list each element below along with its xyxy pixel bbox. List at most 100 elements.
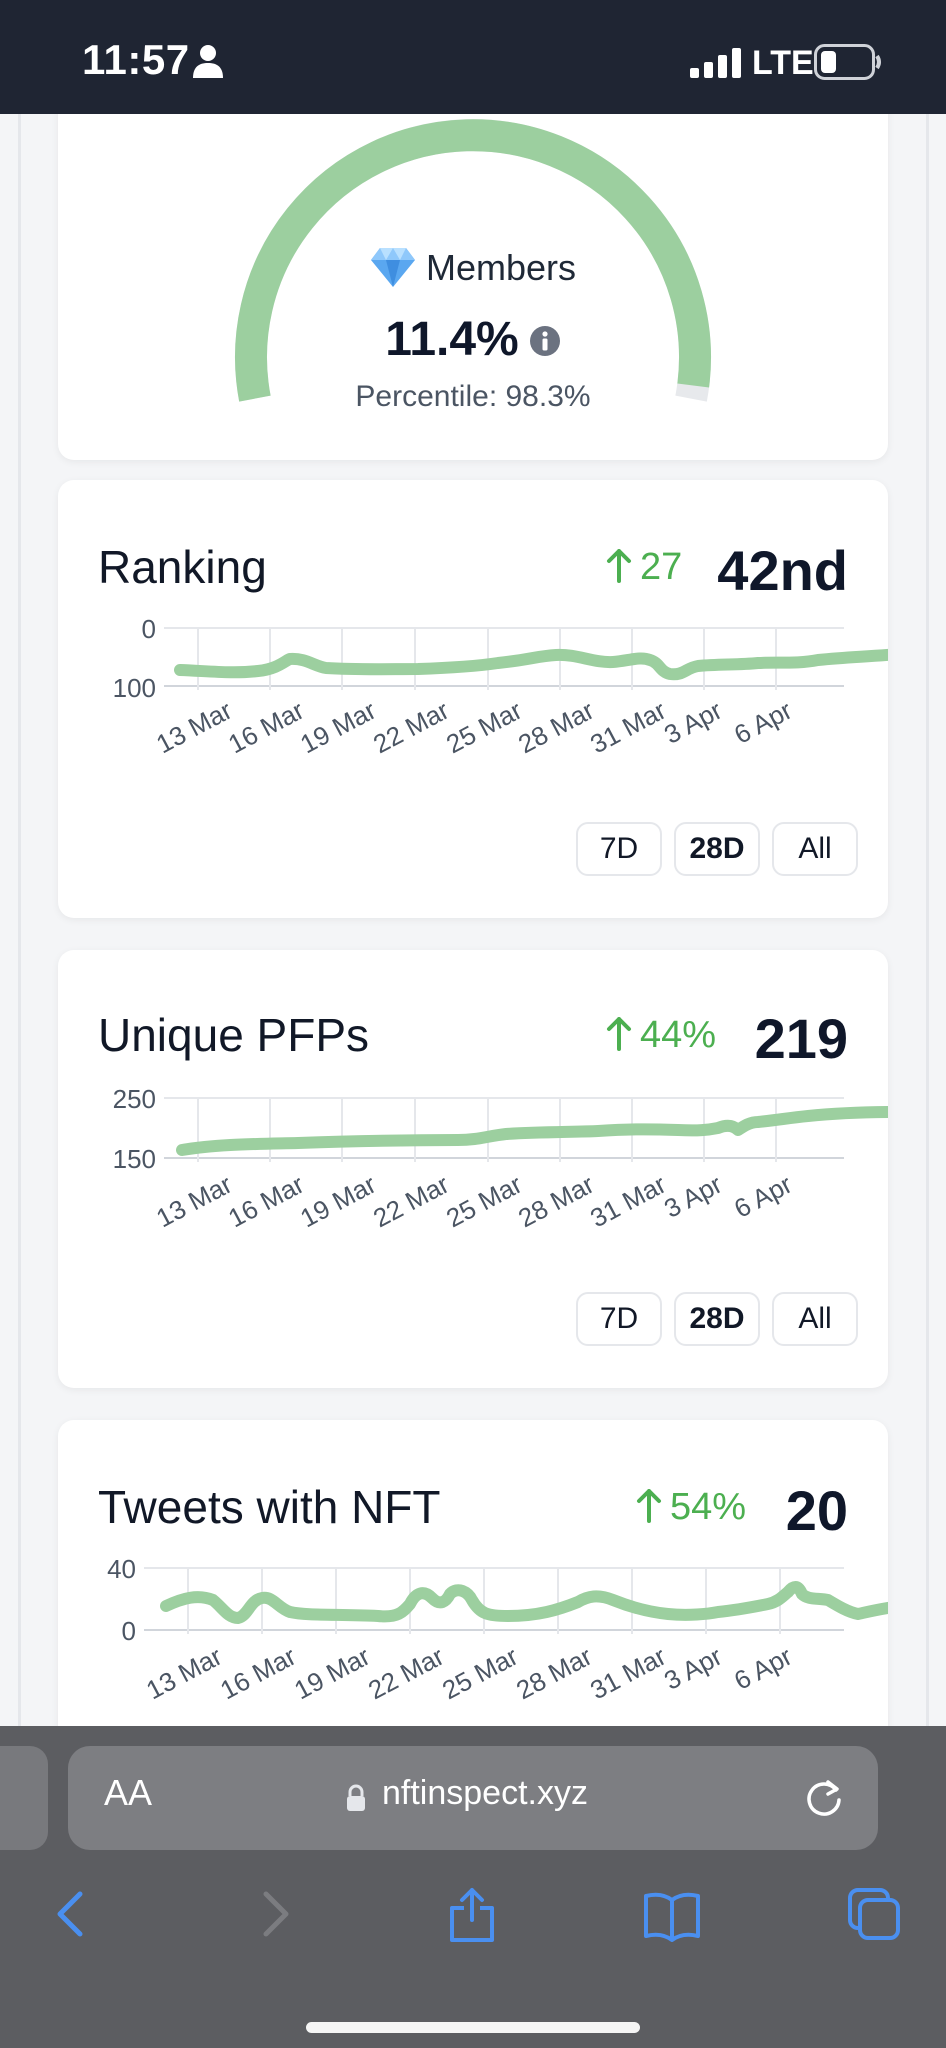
x-tick: 31 Mar xyxy=(585,1641,671,1706)
x-tick: 22 Mar xyxy=(368,695,454,760)
tweets-with-nft-chart: 40 0 13 Mar 16 Mar 19 Mar 22 Mar xyxy=(107,1556,888,1706)
unique-pfps-chart: 250 150 13 Mar 16 Mar 19 Mar 22 Mar xyxy=(113,1086,888,1234)
home-indicator[interactable] xyxy=(306,2022,640,2033)
x-tick: 31 Mar xyxy=(585,695,671,760)
network-type: LTE xyxy=(752,44,814,82)
gauge-label: Members xyxy=(425,247,577,288)
arrow-up-icon xyxy=(607,1017,631,1051)
ranking-chart: 0 100 13 Mar 16 Mar 19 Mar 22 Mar xyxy=(113,616,888,760)
diamond-icon xyxy=(370,248,415,287)
x-tick-labels: 13 Mar 16 Mar 19 Mar 22 Mar 25 Mar 28 Ma… xyxy=(151,695,797,760)
range-all-button[interactable]: All xyxy=(772,822,858,876)
x-tick: 6 Apr xyxy=(729,695,797,750)
forward-icon[interactable] xyxy=(246,1886,302,1942)
x-tick: 25 Mar xyxy=(437,1641,523,1706)
metric-change: 54% xyxy=(636,1486,746,1529)
arrow-up-icon xyxy=(607,549,631,583)
members-value: 11.4% xyxy=(385,313,519,366)
x-tick: 3 Apr xyxy=(659,1169,727,1224)
unique-pfps-series-line xyxy=(176,1106,888,1156)
unique-pfps-card: Unique PFPs 44% 219 250 150 xyxy=(58,950,888,1388)
metric-change-value: 27 xyxy=(640,546,683,588)
y-tick: 0 xyxy=(142,616,156,644)
bookmarks-icon[interactable] xyxy=(644,1886,700,1942)
gauge-value-row: 11.4% xyxy=(58,312,888,367)
x-tick: 13 Mar xyxy=(151,1169,237,1234)
x-tick: 28 Mar xyxy=(513,1169,599,1234)
grid-lines xyxy=(164,627,844,690)
gauge-label-row: Members xyxy=(58,246,888,289)
x-tick: 25 Mar xyxy=(441,1169,527,1234)
tweets-with-nft-card: Tweets with NFT 54% 20 40 0 xyxy=(58,1420,888,1726)
range-28d-button[interactable]: 28D xyxy=(674,822,760,876)
x-tick: 22 Mar xyxy=(368,1169,454,1234)
previous-tab-preview[interactable] xyxy=(0,1746,48,1850)
reload-icon[interactable] xyxy=(802,1776,846,1820)
x-tick: 28 Mar xyxy=(511,1641,597,1706)
metric-value: 219 xyxy=(754,1007,848,1070)
x-tick: 19 Mar xyxy=(295,695,381,760)
metric-value: 42nd xyxy=(717,539,848,602)
y-tick: 100 xyxy=(113,673,156,703)
url-text[interactable]: nftinspect.xyz xyxy=(382,1774,588,1812)
metric-change: 27 xyxy=(606,546,682,589)
y-tick: 0 xyxy=(122,1616,136,1646)
x-tick: 13 Mar xyxy=(151,695,237,760)
signal-icon xyxy=(690,48,741,78)
browser-bar: AA nftinspect.xyz xyxy=(0,1726,946,2048)
x-tick: 6 Apr xyxy=(729,1169,797,1224)
arrow-up-icon xyxy=(637,1489,661,1523)
range-all-button[interactable]: All xyxy=(772,1292,858,1346)
metric-title: Unique PFPs xyxy=(98,1009,370,1061)
range-7d-button[interactable]: 7D xyxy=(576,1292,662,1346)
address-bar[interactable] xyxy=(68,1746,878,1850)
metric-change-value: 54% xyxy=(670,1486,747,1528)
x-tick: 31 Mar xyxy=(585,1169,671,1234)
x-tick-labels: 13 Mar 16 Mar 19 Mar 22 Mar 25 Mar 28 Ma… xyxy=(151,1169,797,1234)
x-tick: 19 Mar xyxy=(289,1641,375,1706)
metric-title: Tweets with NFT xyxy=(98,1481,441,1533)
y-tick: 150 xyxy=(113,1144,156,1174)
x-tick: 13 Mar xyxy=(141,1641,227,1706)
tweets-series-line xyxy=(160,1581,888,1624)
x-tick: 16 Mar xyxy=(215,1641,301,1706)
x-tick: 16 Mar xyxy=(223,1169,309,1234)
gauge-fill xyxy=(235,119,711,402)
battery-icon xyxy=(814,44,881,80)
tabs-icon[interactable] xyxy=(846,1886,902,1942)
info-icon[interactable] xyxy=(529,325,561,357)
metric-title: Ranking xyxy=(98,541,267,593)
share-icon[interactable] xyxy=(444,1886,500,1942)
x-tick-labels: 13 Mar 16 Mar 19 Mar 22 Mar 25 Mar 28 Ma… xyxy=(141,1641,797,1706)
text-size-label: AA xyxy=(104,1772,153,1813)
x-tick: 28 Mar xyxy=(513,695,599,760)
x-tick: 3 Apr xyxy=(659,695,727,750)
range-28d-button[interactable]: 28D xyxy=(674,1292,760,1346)
y-tick: 40 xyxy=(107,1556,136,1584)
scroll-rail-right xyxy=(926,114,929,1726)
page-content: Members 11.4% Percentile: 98.3% Ranking … xyxy=(0,114,946,1726)
x-tick: 6 Apr xyxy=(729,1641,797,1696)
range-7d-button[interactable]: 7D xyxy=(576,822,662,876)
ranking-card: Ranking 27 42nd 0 100 13 Mar xyxy=(58,480,888,918)
lock-icon xyxy=(347,1784,365,1811)
metric-value: 20 xyxy=(785,1479,848,1542)
scroll-rail-left xyxy=(18,114,21,1726)
status-bar: 11:57 LTE xyxy=(0,0,946,114)
members-gauge xyxy=(235,119,711,402)
x-tick: 25 Mar xyxy=(441,695,527,760)
x-tick: 3 Apr xyxy=(659,1641,727,1696)
percentile-text: Percentile: 98.3% xyxy=(355,380,591,413)
status-time: 11:57 xyxy=(82,36,190,83)
ranking-series-line xyxy=(174,648,888,681)
x-tick: 22 Mar xyxy=(363,1641,449,1706)
x-tick: 19 Mar xyxy=(295,1169,381,1234)
members-gauge-card: Members 11.4% Percentile: 98.3% xyxy=(58,114,888,460)
y-tick: 250 xyxy=(113,1086,156,1114)
metric-change: 44% xyxy=(606,1014,716,1057)
text-size-button[interactable]: AA xyxy=(104,1772,152,1814)
person-icon xyxy=(193,45,223,78)
back-icon[interactable] xyxy=(44,1886,100,1942)
metric-change-value: 44% xyxy=(640,1014,717,1056)
x-tick: 16 Mar xyxy=(223,695,309,760)
